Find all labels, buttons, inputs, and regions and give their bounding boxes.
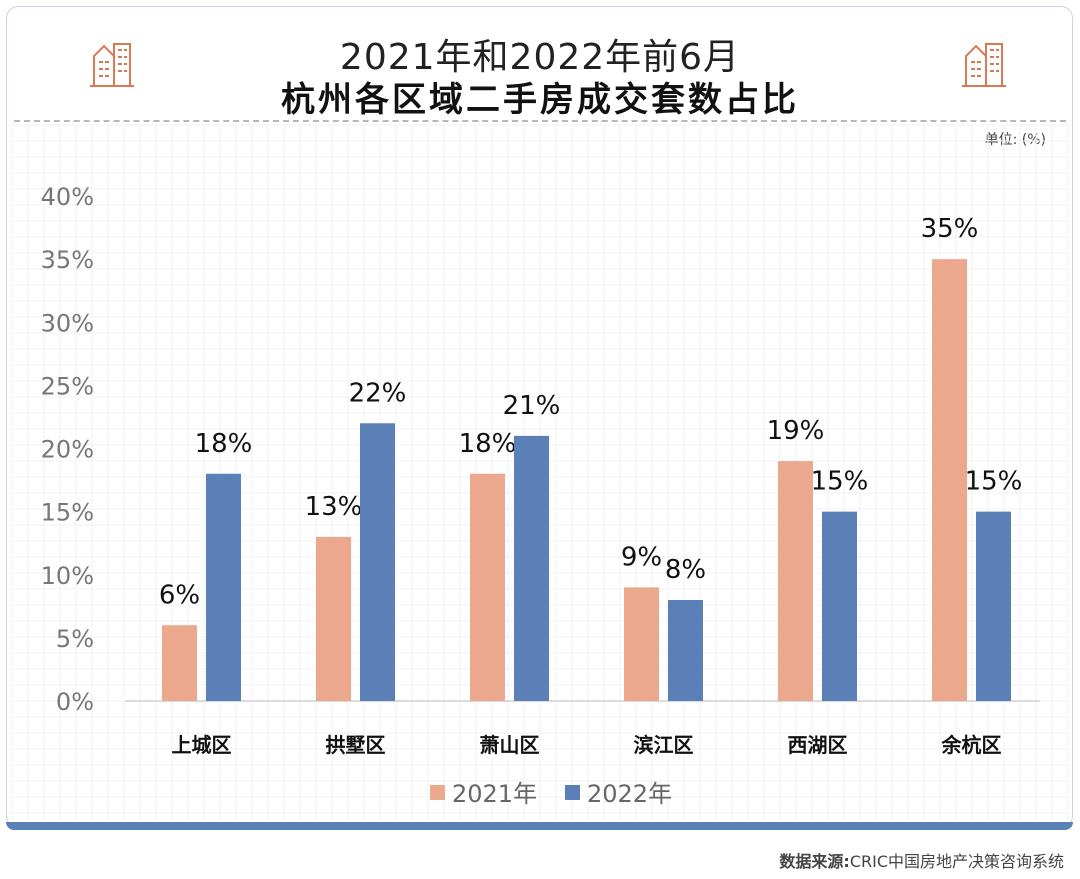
legend-swatch-2021 — [430, 785, 445, 800]
x-tick-label: 余杭区 — [941, 733, 1002, 757]
bar-2022 — [668, 600, 703, 701]
legend-label: 2021年 — [452, 780, 537, 808]
bar-2021 — [316, 536, 351, 701]
chart-title-line2: 杭州各区域二手房成交套数占比 — [281, 80, 799, 120]
data-source: 数据来源:CRIC中国房地产决策咨询系统 — [779, 848, 1064, 872]
bar-2021 — [624, 587, 659, 701]
data-label: 18% — [195, 429, 253, 459]
x-tick-label: 滨江区 — [634, 733, 694, 757]
data-label: 22% — [349, 378, 407, 408]
x-tick-label: 上城区 — [172, 733, 232, 757]
data-label: 8% — [665, 555, 706, 585]
data-label: 15% — [811, 467, 869, 497]
bar-2021 — [932, 259, 967, 701]
data-label: 35% — [921, 214, 979, 244]
y-tick-label: 25% — [41, 372, 94, 400]
x-tick-label: 西湖区 — [788, 733, 848, 757]
bar-2021 — [162, 625, 197, 701]
data-label: 18% — [459, 429, 517, 459]
bar-2022 — [976, 511, 1011, 701]
data-label: 6% — [159, 580, 200, 610]
title-divider — [14, 120, 1066, 122]
building-icon — [90, 43, 134, 87]
source-label: 数据来源: — [779, 852, 850, 871]
chart-title-line1: 2021年和2022年前6月 — [339, 37, 741, 78]
y-tick-label: 40% — [41, 183, 94, 211]
y-tick-label: 5% — [56, 625, 94, 653]
bar-2021 — [778, 461, 813, 701]
y-tick-label: 35% — [41, 246, 94, 274]
source-text: CRIC中国房地产决策咨询系统 — [849, 852, 1064, 871]
bar-2022 — [360, 423, 395, 701]
bar-2022 — [822, 511, 857, 701]
x-tick-label: 萧山区 — [480, 733, 540, 757]
data-label: 21% — [503, 391, 561, 421]
y-tick-label: 15% — [41, 499, 94, 527]
x-tick-label: 拱墅区 — [326, 733, 386, 757]
data-label: 9% — [621, 542, 662, 572]
data-label: 13% — [305, 492, 363, 522]
building-icon — [962, 43, 1006, 87]
data-label: 19% — [767, 416, 825, 446]
unit-label: 单位: (%) — [984, 132, 1046, 148]
y-tick-label: 30% — [41, 309, 94, 337]
bar-2022 — [514, 435, 549, 701]
y-tick-label: 10% — [41, 562, 94, 590]
y-tick-label: 20% — [41, 436, 94, 464]
bar-chart: 0% 5% 10% 15% 20% 25% 30% 35% 40% 6% 18% 上城区 13% 22% 拱… — [11, 124, 1069, 820]
card-bottom-bar — [6, 822, 1073, 830]
bar-2021 — [470, 473, 505, 701]
bar-2022 — [206, 473, 241, 701]
data-label: 15% — [965, 467, 1023, 497]
legend-swatch-2022 — [565, 785, 580, 800]
y-tick-label: 0% — [56, 688, 94, 716]
legend-label: 2022年 — [587, 780, 672, 808]
